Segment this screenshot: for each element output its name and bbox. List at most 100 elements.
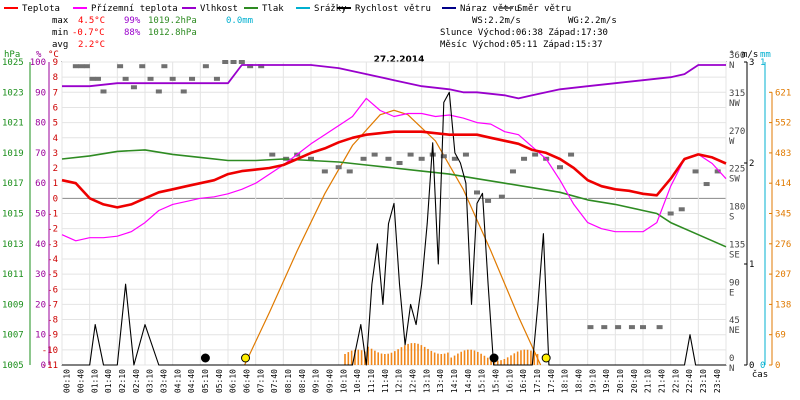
radiation-bar [443,353,446,365]
radiation-bar [493,360,496,365]
pressure-line [61,149,727,248]
direction-tick-label: 360 [729,51,745,61]
wind-direction-marker [247,64,254,69]
wind-direction-marker [396,161,403,165]
wind-direction-marker [161,64,168,69]
wind-direction-marker [462,152,469,157]
radiation-bar [417,343,419,365]
radiation-bar [430,350,433,365]
direction-tick-label: 45 [729,316,740,326]
x-tick-label: 13:40 [436,369,445,393]
wind-tick-label: 3 [749,58,754,68]
radiation-bar [384,353,386,365]
temp-tick-label: -8 [47,316,58,326]
temp-tick-label: 7 [53,88,58,98]
radiation-bar [530,350,532,365]
radiation-bar [457,353,459,365]
stat-avg-temp: 2.2°C [78,40,105,50]
stat-max-pressure: 1019.2hPa [148,16,197,26]
x-tick-label: 05:10 [201,369,210,393]
wind-direction-marker [89,76,96,81]
stat-moon: Měsíc Východ:05:11 Západ:15:37 [440,40,603,50]
temp-tick-label: -11 [42,361,58,371]
sun-tick-label: 138 [775,300,791,310]
radiation-bar [403,345,406,365]
radiation-bar [350,350,353,365]
radiation-bar [480,353,482,365]
wind-direction-marker [692,169,699,174]
x-tick-label: 09:40 [325,369,334,393]
temp-tick-label: 1 [53,179,58,189]
sun-tick-label: 345 [775,210,791,220]
wind-direction-marker [532,152,539,157]
radiation-bar [447,352,449,365]
radiation-bar [437,353,439,365]
rain-tick-label: 1 [760,58,765,68]
temp-tick-label: 8 [53,73,58,83]
pressure-tick-label: 1023 [2,88,24,98]
x-tick-label: 06:10 [229,369,238,393]
radiation-bar [377,352,379,365]
wind-direction-marker [418,156,425,161]
humidity-tick-label: 100 [30,58,46,68]
radiation-bar [467,349,469,365]
moonrise-marker [200,353,210,363]
wind-direction-marker [640,325,646,330]
x-tick-label: 03:10 [146,369,155,393]
wind-direction-marker [213,76,220,81]
sun-tick-label: 552 [775,119,791,129]
wind-direction-marker [321,169,328,174]
radiation-bar [397,349,399,365]
radiation-bar [520,350,522,365]
direction-letter-label: SE [729,250,740,260]
x-tick-label: 03:40 [159,369,168,393]
radiation-bar [360,350,363,365]
temp-axis-label: °C [48,50,59,60]
temp-tick-label: 2 [53,164,58,174]
direction-tick-label: 135 [729,240,745,250]
radiation-bar [380,353,383,365]
direction-letter-label: S [729,213,734,223]
radiation-bar [513,353,516,365]
temp-tick-label: 6 [53,103,58,113]
moonset-marker [489,353,499,363]
radiation-bar [536,353,539,365]
wind-direction-marker [202,64,209,69]
radiation-bar [477,351,479,365]
wind-direction-marker [346,169,353,174]
humidity-tick-label: 70 [35,149,46,159]
radiation-bar [523,349,526,365]
direction-axis-label: ° [729,50,734,60]
wind-direction-marker [440,154,447,159]
pressure-tick-label: 1013 [2,240,24,250]
radiation-bar [400,347,403,365]
radiation-bar [387,353,389,365]
x-tick-label: 11:10 [367,369,376,393]
direction-letter-label: SW [729,175,740,185]
x-tick-label: 09:10 [312,369,321,393]
wind-direction-marker [238,60,245,64]
x-tick-label: 00:40 [76,369,85,393]
temp-tick-label: -4 [47,255,58,265]
radiation-bar [354,349,356,365]
stat-min-pressure: 1012.8hPa [148,28,197,38]
x-tick-label: 23:10 [699,369,708,393]
radiation-bar [423,346,426,365]
wind-direction-marker [601,325,608,330]
wind-direction-marker [230,60,237,64]
x-tick-label: 02:10 [118,369,127,393]
temp-tick-label: 4 [53,134,58,144]
x-tick-label: 21:40 [657,369,666,393]
x-tick-label: 02:40 [132,369,141,393]
wind-direction-marker [474,190,480,195]
x-tick-label: 16:40 [519,369,528,393]
temp-tick-label: -6 [47,285,58,295]
x-tick-label: 05:40 [215,369,224,393]
radiation-bar [440,353,443,365]
temperature-line [61,130,727,209]
radiation-bar [427,348,429,365]
radiation-bar [533,352,536,365]
x-tick-label: 06:40 [242,369,251,393]
x-tick-label: 14:10 [450,369,459,393]
x-tick-label: 10:10 [339,369,348,393]
